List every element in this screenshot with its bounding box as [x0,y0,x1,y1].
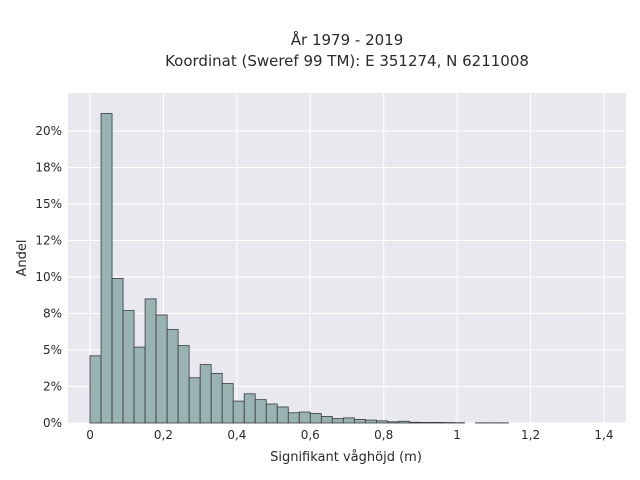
histogram-bar [89,355,102,424]
histogram-bars [89,113,509,424]
x-tick-label: 0,8 [374,428,393,442]
y-tick-label: 2% [43,379,62,393]
x-tick-label: 0,6 [301,428,320,442]
histogram-bar [431,422,443,424]
histogram-bar [409,421,421,424]
histogram-bar [254,399,267,424]
histogram-bar [420,422,432,424]
x-tick-label: 0,2 [154,428,173,442]
histogram-bar [298,411,311,424]
y-tick-label: 8% [43,306,62,320]
x-axis-label: Signifikant våghöjd (m) [270,450,422,465]
histogram-bar [287,412,300,424]
y-tick-label: 10% [35,270,62,284]
histogram-bar [155,314,168,424]
histogram-bar [375,420,388,424]
x-tick-label: 1 [453,428,461,442]
histogram-bar [342,417,355,424]
histogram-bar [386,421,399,424]
histogram-bar [276,406,289,424]
y-tick-label: 5% [43,343,62,357]
x-tick-label: 0,4 [227,428,246,442]
histogram-bar [353,418,366,424]
y-tick-label: 15% [35,197,62,211]
y-axis-label: Andel [15,240,30,277]
histogram-bar [309,413,322,424]
histogram-bar [397,420,410,424]
histogram-bar [166,329,179,424]
histogram-bar [122,310,135,424]
histogram-bar [210,372,223,424]
histogram-bar [144,298,157,424]
histogram-bar [133,346,146,424]
y-tick-label: 0% [43,416,62,430]
histogram-bar [265,403,278,424]
histogram-bar [232,400,245,424]
histogram-bar [199,364,212,424]
histogram-bar [364,419,377,424]
x-tick-labels: 0 0,2 0,4 0,6 0,8 1 1,2 1,4 [86,428,613,442]
histogram-bar [331,418,344,424]
y-tick-labels: 0% 2% 5% 8% 10% 12% 15% 18% 20% [35,124,62,430]
y-tick-label: 12% [35,233,62,247]
y-tick-label: 20% [35,124,62,138]
y-tick-label: 18% [35,160,62,174]
histogram-bar [243,393,256,424]
histogram-bar [320,416,333,424]
histogram-bar [111,278,124,424]
histogram-bar [221,383,234,424]
histogram-bar [188,377,201,424]
chart-title-line2: Koordinat (Sweref 99 TM): E 351274, N 62… [165,52,529,70]
x-tick-label: 1,2 [521,428,540,442]
chart-title-line1: År 1979 - 2019 [291,30,404,49]
histogram-bar [100,113,113,424]
histogram-bar [177,345,190,424]
x-tick-label: 1,4 [594,428,613,442]
x-tick-label: 0 [86,428,94,442]
